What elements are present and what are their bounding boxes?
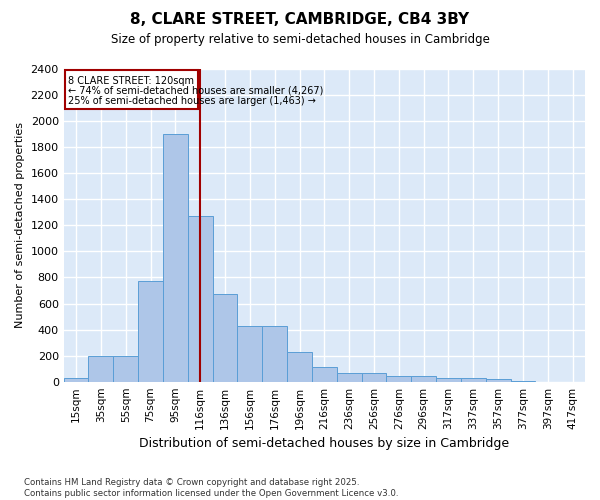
Y-axis label: Number of semi-detached properties: Number of semi-detached properties <box>15 122 25 328</box>
Bar <box>337 373 362 382</box>
Text: Contains HM Land Registry data © Crown copyright and database right 2025.
Contai: Contains HM Land Registry data © Crown c… <box>24 478 398 498</box>
Bar <box>138 280 163 382</box>
Text: 8, CLARE STREET, CAMBRIDGE, CB4 3BY: 8, CLARE STREET, CAMBRIDGE, CB4 3BY <box>130 12 470 28</box>
Bar <box>411 376 436 382</box>
Bar <box>262 326 287 382</box>
Bar <box>312 368 337 382</box>
Text: ← 74% of semi-detached houses are smaller (4,267): ← 74% of semi-detached houses are smalle… <box>68 86 323 96</box>
Bar <box>212 294 238 382</box>
Bar <box>64 378 88 382</box>
Bar <box>362 373 386 382</box>
Bar <box>436 378 461 382</box>
Text: 8 CLARE STREET: 120sqm: 8 CLARE STREET: 120sqm <box>68 76 194 86</box>
Bar <box>461 378 485 382</box>
Bar <box>287 352 312 382</box>
Bar <box>238 326 262 382</box>
Bar <box>386 376 411 382</box>
Bar <box>485 379 511 382</box>
Bar <box>88 356 113 382</box>
Bar <box>511 381 535 382</box>
Text: Size of property relative to semi-detached houses in Cambridge: Size of property relative to semi-detach… <box>110 32 490 46</box>
X-axis label: Distribution of semi-detached houses by size in Cambridge: Distribution of semi-detached houses by … <box>139 437 509 450</box>
Bar <box>188 216 212 382</box>
FancyBboxPatch shape <box>65 70 198 108</box>
Bar <box>113 356 138 382</box>
Bar <box>163 134 188 382</box>
Text: 25% of semi-detached houses are larger (1,463) →: 25% of semi-detached houses are larger (… <box>68 96 316 106</box>
